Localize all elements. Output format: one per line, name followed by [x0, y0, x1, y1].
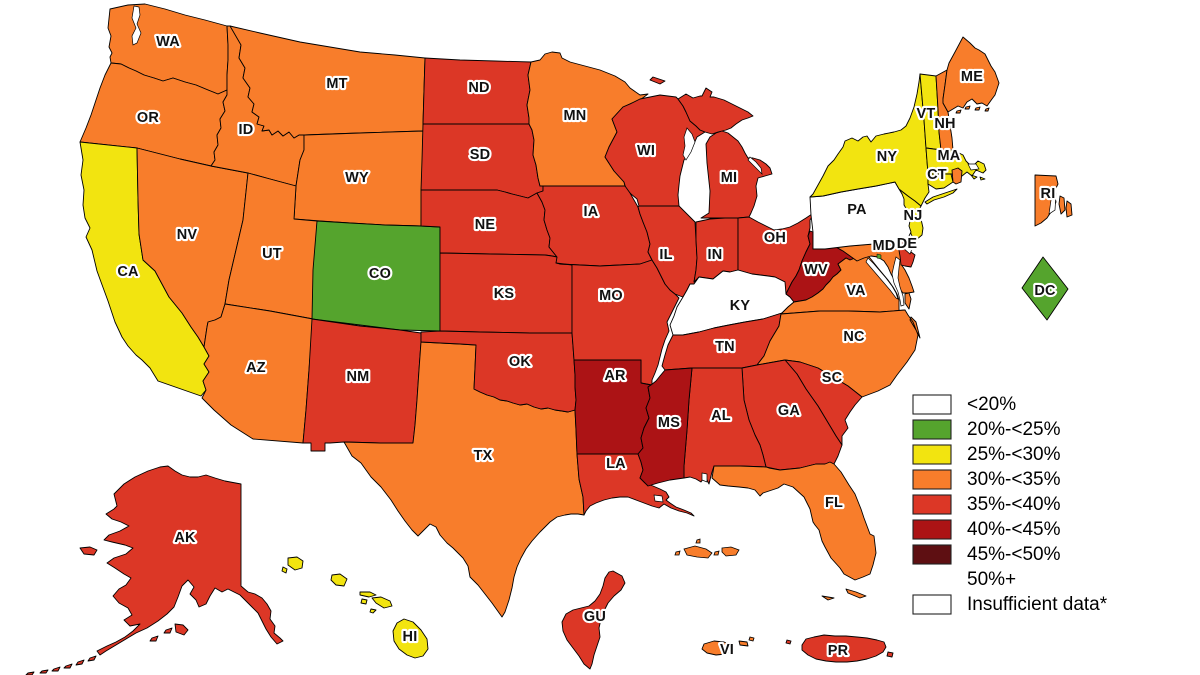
svg-text:NV: NV [177, 227, 198, 243]
svg-text:PA: PA [847, 202, 867, 218]
svg-text:IA: IA [584, 204, 599, 220]
svg-text:50%+: 50%+ [967, 569, 1016, 590]
svg-text:VT: VT [917, 106, 936, 122]
svg-text:TX: TX [474, 448, 493, 464]
svg-text:MD: MD [873, 238, 896, 254]
svg-text:OH: OH [764, 230, 786, 246]
svg-text:ME: ME [961, 69, 983, 85]
svg-text:PR: PR [828, 643, 849, 659]
svg-text:NE: NE [475, 217, 496, 233]
svg-text:LA: LA [606, 456, 626, 472]
svg-text:WV: WV [804, 262, 828, 278]
svg-text:OK: OK [509, 354, 531, 370]
svg-text:MO: MO [599, 288, 623, 304]
svg-text:NH: NH [934, 116, 955, 132]
svg-text:AZ: AZ [246, 360, 266, 376]
svg-text:TN: TN [715, 339, 735, 355]
svg-text:30%-<35%: 30%-<35% [967, 469, 1061, 490]
svg-text:ND: ND [468, 80, 489, 96]
svg-text:AR: AR [604, 368, 626, 384]
svg-text:NJ: NJ [904, 208, 923, 224]
svg-text:SC: SC [822, 370, 843, 386]
svg-text:RI: RI [1041, 186, 1056, 202]
svg-text:NC: NC [843, 329, 865, 345]
svg-text:CO: CO [369, 266, 391, 282]
svg-text:MT: MT [326, 76, 347, 92]
svg-text:MN: MN [564, 108, 587, 124]
svg-text:GU: GU [584, 609, 606, 625]
svg-text:VA: VA [846, 283, 866, 299]
svg-text:45%-<50%: 45%-<50% [967, 544, 1061, 565]
svg-text:IL: IL [659, 247, 672, 263]
svg-text:GA: GA [778, 403, 800, 419]
svg-text:KY: KY [730, 298, 751, 314]
svg-text:NY: NY [877, 149, 898, 165]
svg-text:20%-<25%: 20%-<25% [967, 419, 1061, 440]
svg-text:NM: NM [347, 369, 370, 385]
svg-text:MI: MI [721, 170, 738, 186]
svg-text:OR: OR [137, 110, 159, 126]
svg-text:WA: WA [156, 34, 180, 50]
svg-text:AL: AL [711, 408, 731, 424]
svg-text:KS: KS [494, 286, 515, 302]
svg-text:MS: MS [658, 415, 680, 431]
svg-text:VI: VI [720, 642, 734, 658]
svg-text:CA: CA [117, 264, 139, 280]
svg-text:40%-<45%: 40%-<45% [967, 519, 1061, 540]
svg-text:ID: ID [239, 122, 254, 138]
svg-text:<20%: <20% [967, 394, 1016, 415]
svg-text:25%-<30%: 25%-<30% [967, 444, 1061, 465]
svg-text:35%-<40%: 35%-<40% [967, 494, 1061, 515]
svg-text:SD: SD [470, 147, 491, 163]
svg-text:IN: IN [708, 247, 723, 263]
svg-text:Insufficient data*: Insufficient data* [967, 594, 1108, 615]
svg-text:MA: MA [938, 148, 961, 164]
svg-text:CT: CT [927, 167, 947, 183]
svg-text:WY: WY [345, 170, 369, 186]
svg-text:FL: FL [825, 495, 843, 511]
svg-text:AK: AK [174, 530, 196, 546]
svg-text:HI: HI [403, 629, 418, 645]
svg-text:WI: WI [637, 143, 655, 159]
svg-text:DE: DE [897, 236, 918, 252]
svg-text:UT: UT [262, 246, 282, 262]
svg-text:DC: DC [1034, 283, 1056, 299]
